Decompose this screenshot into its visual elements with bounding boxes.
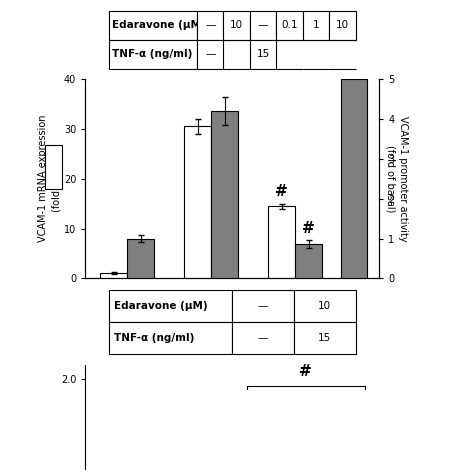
- Bar: [211, 111, 238, 278]
- Text: #: #: [300, 364, 312, 379]
- Bar: [295, 245, 322, 278]
- Bar: [341, 79, 367, 278]
- Bar: [184, 126, 211, 278]
- Y-axis label: VCAM-1 mRNA expression
(fold of basal): VCAM-1 mRNA expression (fold of basal): [38, 115, 61, 242]
- Bar: [128, 238, 154, 278]
- Text: #: #: [302, 221, 315, 236]
- Bar: [268, 206, 295, 278]
- Y-axis label: VCAM-1 promoter activity
(fold of basal): VCAM-1 promoter activity (fold of basal): [385, 116, 409, 241]
- Bar: [100, 273, 128, 278]
- Text: #: #: [275, 183, 288, 199]
